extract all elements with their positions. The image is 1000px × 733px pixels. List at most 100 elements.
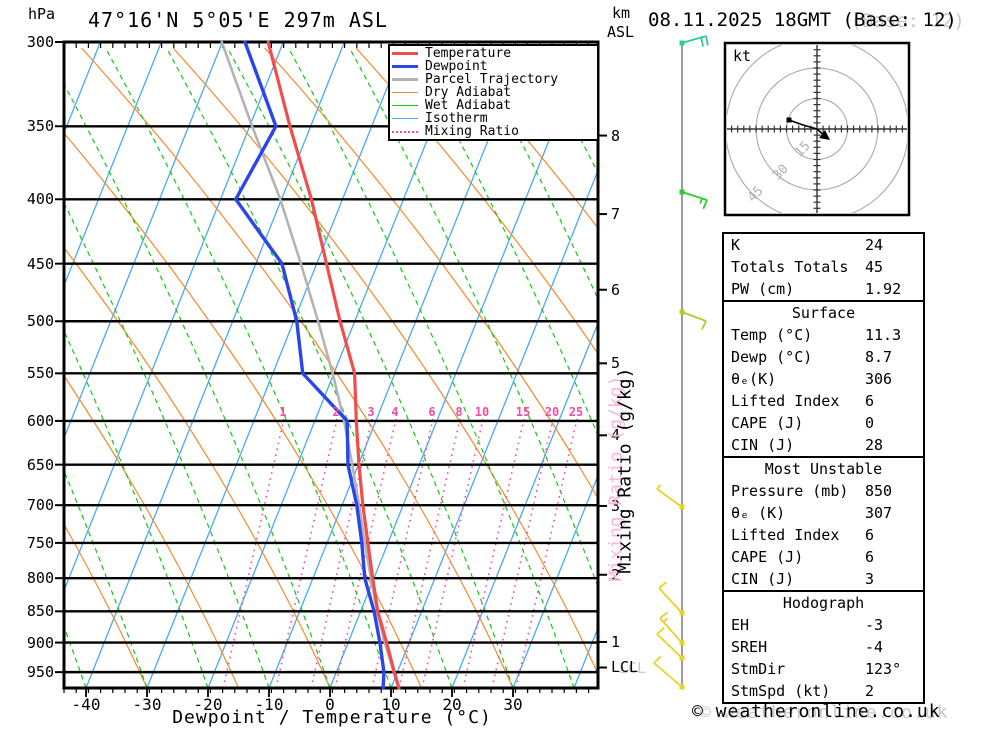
wet-adiabat-line bbox=[64, 201, 270, 688]
indices-table-section: K 24 Totals Totals 45 PW (cm) 1.92 bbox=[722, 232, 925, 302]
temperature-axis-label: -20 bbox=[193, 695, 223, 714]
table-row: EH -3 bbox=[724, 614, 923, 636]
mixing-ratio-line bbox=[421, 418, 484, 688]
dry-adiabat-line bbox=[64, 132, 423, 688]
isotherm-line bbox=[146, 42, 407, 688]
legend-label: Temperature bbox=[425, 46, 512, 61]
wet-adiabat-line bbox=[64, 82, 331, 688]
table-row-value: 123° bbox=[865, 660, 902, 678]
table-row-label: StmDir bbox=[731, 660, 786, 678]
wind-barb-feather bbox=[653, 655, 662, 664]
mixing-ratio-value-label: 2 bbox=[332, 405, 340, 419]
table-row-value: -3 bbox=[865, 616, 884, 634]
table-section-title: Most Unstable bbox=[764, 460, 883, 478]
wet-adiabat-line bbox=[64, 329, 209, 688]
table-row-label: PW (cm) bbox=[731, 280, 795, 298]
isotherm-line bbox=[64, 42, 224, 440]
mixing-ratio-line bbox=[398, 418, 461, 688]
wind-barb-feather bbox=[701, 320, 707, 330]
dry-adiabat-line bbox=[64, 246, 331, 688]
km-axis-label: 7 bbox=[611, 205, 621, 224]
mixing-ratio-value-label: 15 bbox=[515, 405, 531, 419]
legend-line-sample bbox=[392, 78, 418, 81]
isotherm-line bbox=[512, 473, 598, 688]
legend-row: Mixing Ratio bbox=[392, 125, 597, 138]
legend: Temperature Dewpoint Parcel Trajectory Dry … bbox=[388, 44, 599, 141]
table-row: CIN (J) 28 bbox=[724, 434, 923, 456]
table-row: Lifted Index 6 bbox=[724, 390, 923, 412]
table-row-label: K bbox=[731, 236, 741, 254]
table-row-value: 6 bbox=[865, 548, 875, 566]
pressure-axis-unit: hPa bbox=[28, 5, 56, 23]
page-title: 47°16'N 5°05'E 297m ASL bbox=[88, 8, 388, 32]
dry-adiabat-line bbox=[172, 47, 598, 676]
legend-line-sample bbox=[392, 118, 418, 119]
datetime-base: (Base: 12) bbox=[831, 9, 957, 31]
wet-adiabat-line bbox=[105, 47, 392, 688]
legend-label: Parcel Trajectory bbox=[425, 72, 559, 87]
legend-row: Isotherm bbox=[392, 112, 597, 125]
wind-barb-shaft bbox=[656, 488, 683, 508]
table-row-label: SREH bbox=[731, 638, 768, 656]
pressure-axis-label: 400 bbox=[26, 190, 54, 209]
table-row-value: -4 bbox=[865, 638, 884, 656]
temperature-axis-label: -40 bbox=[71, 695, 101, 714]
mixing-ratio-value-label: 1 bbox=[279, 405, 287, 419]
table-row: CIN (J) 3 bbox=[724, 568, 923, 590]
legend-line-sample bbox=[392, 105, 418, 106]
legend-label: Isotherm bbox=[425, 111, 488, 126]
x-axis-title: Dewpoint / Temperature (°C) bbox=[172, 707, 492, 728]
plot-frame bbox=[62, 40, 600, 690]
table-row-label: StmSpd (kt) bbox=[731, 682, 831, 700]
legend-row: Wet Adiabat bbox=[392, 99, 597, 112]
km-axis-label: 4 bbox=[611, 426, 621, 445]
hodograph-trace bbox=[788, 119, 818, 130]
hodograph-arrowhead bbox=[819, 130, 830, 140]
table-row-label: CIN (J) bbox=[731, 436, 795, 454]
wind-barb-feather bbox=[656, 627, 665, 635]
table-row: CAPE (J) 6 bbox=[724, 546, 923, 568]
legend-line-sample bbox=[392, 65, 418, 68]
pressure-axis-label: 550 bbox=[26, 364, 54, 383]
mixing-ratio-value-label: 4 bbox=[391, 405, 399, 419]
temperature-axis-label: 20 bbox=[442, 695, 462, 714]
mixing-ratio-line bbox=[222, 418, 285, 688]
pressure-axis-label: 750 bbox=[26, 533, 54, 552]
pressure-axis-label: 600 bbox=[26, 411, 54, 430]
wind-barb-feather bbox=[662, 617, 669, 623]
legend-row: Dry Adiabat bbox=[392, 86, 597, 99]
mixing-ratio-line bbox=[462, 418, 525, 688]
hodograph-unit-label: kt bbox=[733, 47, 752, 65]
table-row-label: θₑ (K) bbox=[731, 504, 786, 522]
table-row-value: 45 bbox=[865, 258, 884, 276]
legend-label: Mixing Ratio bbox=[425, 124, 519, 139]
isotherm-line bbox=[64, 42, 163, 288]
pressure-axis-label: 350 bbox=[26, 117, 54, 136]
wind-barb-shaft bbox=[681, 35, 707, 44]
wet-adiabat-line bbox=[227, 47, 514, 688]
table-row-value: 11.3 bbox=[865, 326, 902, 344]
pressure-axis-label: 700 bbox=[26, 496, 54, 515]
wet-adiabat-line bbox=[349, 47, 598, 589]
isotherm-line bbox=[390, 168, 598, 688]
isotherm-line bbox=[268, 42, 529, 688]
table-section-title: Hodograph bbox=[782, 594, 865, 612]
table-row: Lifted Index 6 bbox=[724, 524, 923, 546]
wind-barb-shaft bbox=[681, 191, 708, 201]
wind-barb-feather bbox=[702, 199, 708, 210]
background-grid bbox=[64, 42, 598, 688]
copyright: © weatheronline.co.uk bbox=[692, 701, 941, 722]
mixing-ratio-value-label: 3 bbox=[367, 405, 375, 419]
km-axis-label: 1 bbox=[611, 632, 621, 651]
table-row: StmSpd (kt) 2 bbox=[724, 680, 923, 702]
legend-row: Parcel Trajectory bbox=[392, 73, 597, 86]
legend-line-sample bbox=[392, 130, 418, 133]
dry-adiabat-line bbox=[447, 47, 598, 230]
wind-barb bbox=[679, 309, 707, 330]
table-row-label: Dewp (°C) bbox=[731, 348, 813, 366]
table-row-label: Pressure (mb) bbox=[731, 482, 849, 500]
temperature-axis-label: 0 bbox=[325, 695, 335, 714]
indices-table-section: Hodograph EH -3 SREH -4 StmDir 123° StmSpd (kt)… bbox=[722, 590, 925, 704]
